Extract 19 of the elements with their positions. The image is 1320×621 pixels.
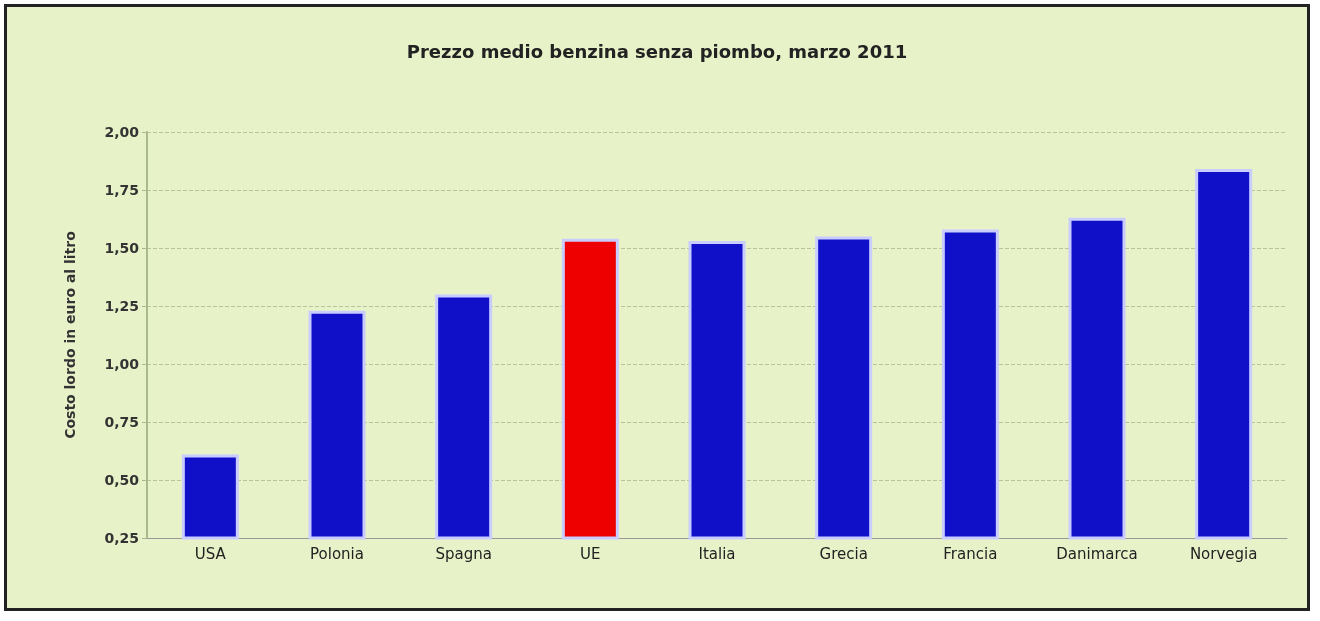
x-tick-label: Danimarca xyxy=(1056,544,1138,563)
x-tick-label: Spagna xyxy=(435,544,492,563)
x-tick-label: Italia xyxy=(698,544,736,563)
y-tick-label: 0,25 xyxy=(104,530,139,546)
y-tick-label: 0,50 xyxy=(104,472,140,488)
y-tick-label: 1,25 xyxy=(104,298,139,314)
y-tick-label: 1,75 xyxy=(104,182,139,198)
x-tick-label: USA xyxy=(194,544,227,563)
x-tick-label: Francia xyxy=(943,544,998,563)
x-tick-label: UE xyxy=(580,544,601,563)
x-tick-label: Norvegia xyxy=(1189,544,1258,563)
y-tick-label: 1,00 xyxy=(104,356,140,372)
y-tick-label: 1,50 xyxy=(104,240,140,256)
x-tick-label: Grecia xyxy=(819,544,868,563)
y-axis-title: Costo lordo in euro al litro xyxy=(62,230,78,439)
y-tick-label: 2,00 xyxy=(104,124,140,140)
chart-title: Prezzo medio benzina senza piombo, marzo 2011 xyxy=(406,40,908,62)
y-tick-label: 0,75 xyxy=(104,414,139,430)
x-tick-label: Polonia xyxy=(310,544,364,563)
